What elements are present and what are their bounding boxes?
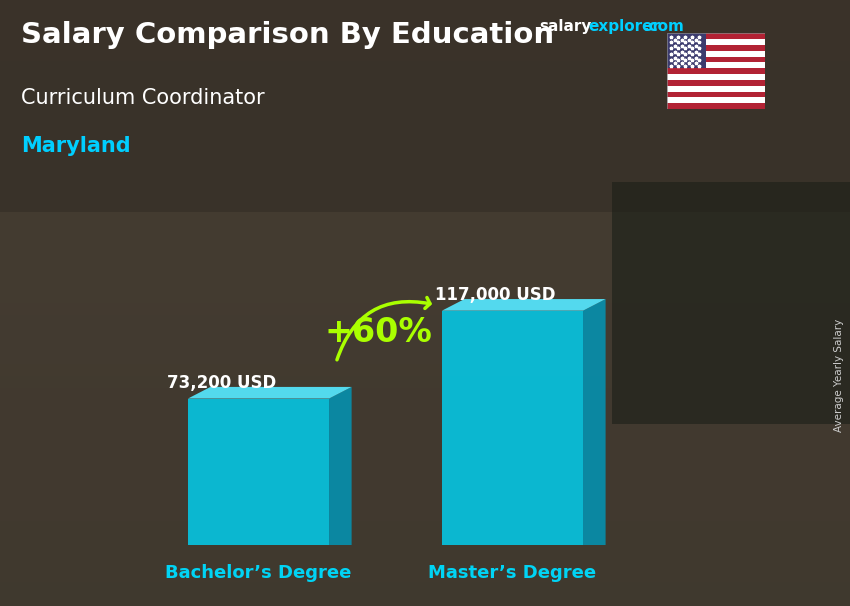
Bar <box>667 45 765 51</box>
Bar <box>0 0 850 12</box>
Bar <box>0 73 850 85</box>
Text: Average Yearly Salary: Average Yearly Salary <box>834 319 844 432</box>
Bar <box>0 303 850 315</box>
Bar <box>0 267 850 279</box>
Polygon shape <box>329 387 352 545</box>
Polygon shape <box>442 311 583 545</box>
Bar <box>0 0 850 212</box>
Bar <box>0 327 850 339</box>
Bar <box>0 594 850 606</box>
Bar <box>667 92 765 98</box>
Bar <box>0 461 850 473</box>
Bar <box>667 74 765 80</box>
Bar <box>667 39 765 45</box>
Bar <box>0 521 850 533</box>
Polygon shape <box>583 299 605 545</box>
Text: 73,200 USD: 73,200 USD <box>167 373 276 391</box>
Bar <box>0 570 850 582</box>
Bar <box>0 497 850 509</box>
Text: explorer: explorer <box>588 19 660 35</box>
Bar <box>0 48 850 61</box>
Bar <box>0 412 850 424</box>
Bar <box>667 98 765 103</box>
Bar <box>667 62 765 68</box>
Bar <box>0 230 850 242</box>
Text: Maryland: Maryland <box>21 136 131 156</box>
Text: .com: .com <box>643 19 684 35</box>
Bar <box>0 121 850 133</box>
Bar <box>0 388 850 400</box>
Bar <box>0 24 850 36</box>
Bar <box>0 545 850 558</box>
Bar <box>0 218 850 230</box>
Bar <box>0 182 850 194</box>
Bar <box>0 255 850 267</box>
Bar <box>0 206 850 218</box>
Bar <box>0 339 850 351</box>
Bar <box>0 436 850 448</box>
Polygon shape <box>188 387 352 399</box>
Bar <box>0 424 850 436</box>
Bar <box>0 36 850 48</box>
Bar <box>667 103 765 109</box>
Text: salary: salary <box>540 19 592 35</box>
Bar <box>0 279 850 291</box>
Text: Curriculum Coordinator: Curriculum Coordinator <box>21 88 265 108</box>
Bar <box>0 194 850 206</box>
Bar <box>0 85 850 97</box>
Bar <box>0 351 850 364</box>
Bar <box>0 400 850 412</box>
Polygon shape <box>188 399 329 545</box>
Bar <box>667 56 765 62</box>
Bar <box>0 109 850 121</box>
Bar <box>0 448 850 461</box>
Text: +60%: +60% <box>325 316 433 349</box>
Bar <box>0 242 850 255</box>
Bar <box>0 97 850 109</box>
Text: 117,000 USD: 117,000 USD <box>435 285 555 304</box>
Bar <box>667 33 765 39</box>
Bar <box>667 86 765 92</box>
Bar <box>667 80 765 86</box>
Bar <box>0 61 850 73</box>
Bar <box>667 68 765 74</box>
Bar <box>0 145 850 158</box>
Polygon shape <box>442 299 605 311</box>
Text: Bachelor’s Degree: Bachelor’s Degree <box>165 564 352 582</box>
Bar <box>667 51 765 56</box>
Bar <box>0 485 850 497</box>
Bar <box>0 170 850 182</box>
Bar <box>0 133 850 145</box>
Bar <box>612 182 850 424</box>
Bar <box>0 376 850 388</box>
Bar <box>0 291 850 303</box>
Text: Master’s Degree: Master’s Degree <box>428 564 597 582</box>
Bar <box>0 509 850 521</box>
Bar <box>0 315 850 327</box>
Text: Salary Comparison By Education: Salary Comparison By Education <box>21 21 554 49</box>
Bar <box>667 33 706 68</box>
Bar <box>0 12 850 24</box>
Bar <box>0 473 850 485</box>
Bar <box>0 558 850 570</box>
Bar <box>0 158 850 170</box>
Bar <box>0 533 850 545</box>
Bar <box>0 364 850 376</box>
Bar <box>0 582 850 594</box>
